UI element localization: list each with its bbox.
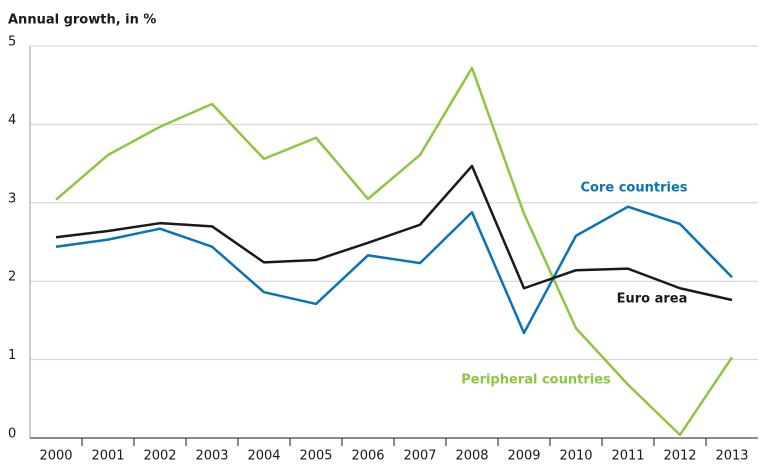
x-tick-label: 2010 [559,449,592,464]
x-tick-label: 2002 [143,449,176,464]
series-line [55,66,734,437]
y-tick-label: 2 [8,270,16,285]
x-tick-label: 2005 [299,449,332,464]
x-tick-label: 2013 [715,449,748,464]
y-tick-label: 1 [8,348,16,363]
x-tick-label: 2009 [507,449,540,464]
y-tick-label: 3 [8,191,16,206]
y-tick-label: 5 [8,35,16,50]
x-tick-label: 2008 [455,449,488,464]
series-label: Euro area [617,292,688,307]
x-tick-label: 2000 [39,449,72,464]
x-tick-label: 2004 [247,449,280,464]
series-line [55,205,733,335]
x-tick-label: 2001 [91,449,124,464]
x-tick-label: 2012 [663,449,696,464]
chart-title: Annual growth, in % [8,13,156,28]
x-tick-label: 2007 [403,449,436,464]
y-tick-label: 0 [8,427,16,442]
x-tick-label: 2011 [611,449,644,464]
series-label: Peripheral countries [461,373,611,388]
series-line [55,164,733,302]
x-tick-label: 2003 [195,449,228,464]
series-label: Core countries [580,181,687,196]
y-tick-label: 4 [8,113,16,128]
x-tick-label: 2006 [351,449,384,464]
